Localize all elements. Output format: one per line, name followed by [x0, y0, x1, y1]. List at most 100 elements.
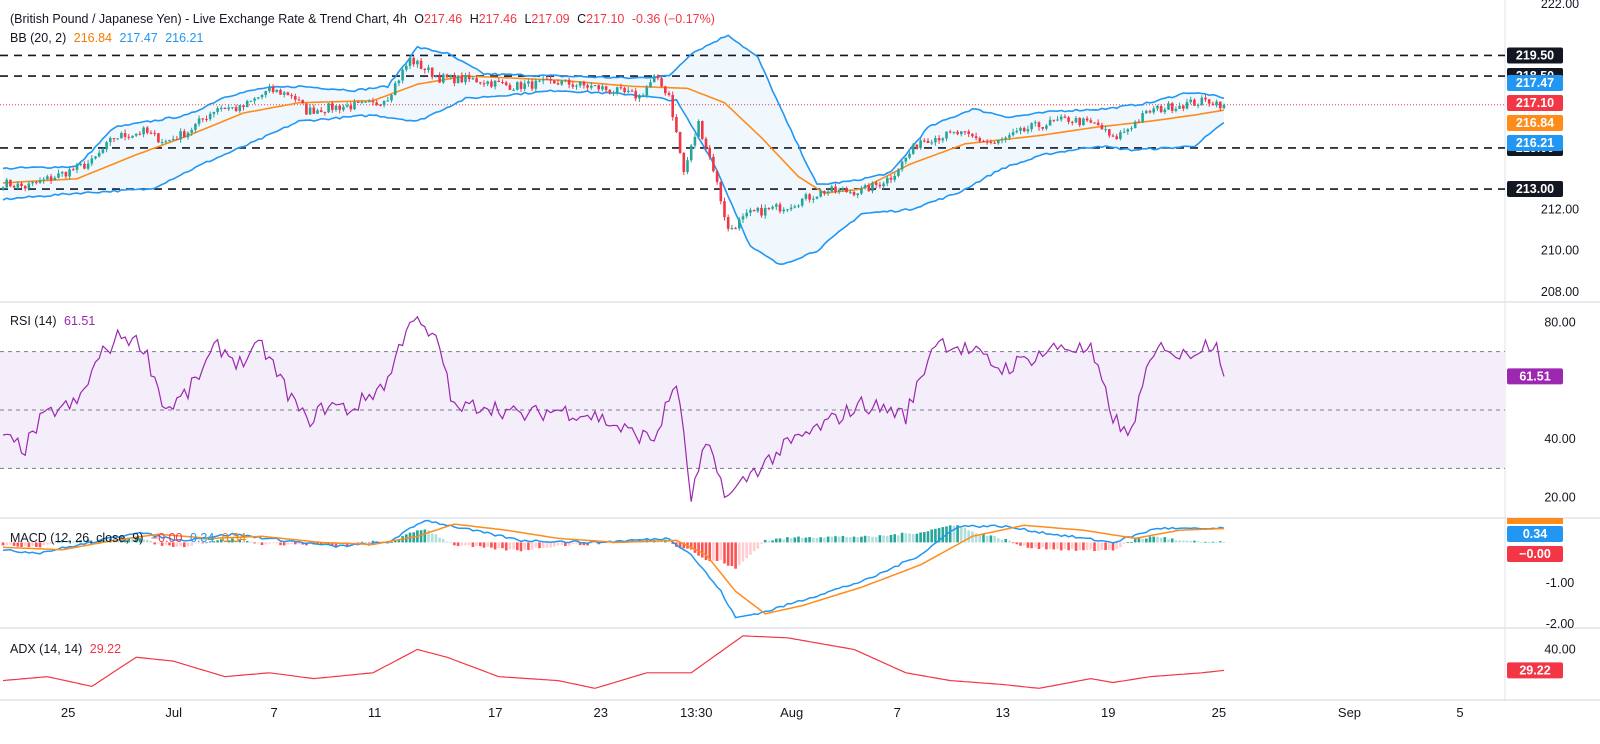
macd-hist-bar: [756, 542, 760, 549]
candle: [708, 145, 711, 160]
time-tick-19: 19: [1101, 705, 1115, 720]
candle-body: [1189, 99, 1192, 103]
macd-hist-bar: [75, 540, 79, 543]
macd-hist-bar: [120, 539, 123, 543]
candle: [442, 72, 445, 84]
candle: [789, 204, 793, 212]
macd-hist-bar: [164, 542, 168, 545]
candle: [5, 177, 8, 190]
candle: [138, 131, 142, 136]
candle-body: [730, 228, 734, 230]
macd-hist-bar: [1119, 542, 1122, 548]
candle-body: [164, 141, 168, 143]
candle: [601, 84, 604, 92]
candle: [571, 81, 575, 89]
candle: [564, 79, 567, 83]
candle-body: [175, 139, 179, 141]
candle: [963, 130, 967, 136]
macd-hist-bar: [786, 537, 789, 543]
candle-body: [168, 139, 171, 142]
macd-hist-bar: [186, 542, 190, 547]
macd-hist-bar: [900, 532, 904, 543]
candle: [948, 129, 952, 134]
candle: [183, 128, 186, 138]
candle-body: [127, 136, 131, 138]
candle: [530, 78, 534, 92]
macd-hist-bar: [534, 542, 538, 548]
candle: [375, 99, 378, 106]
macd-hist-bar: [1196, 541, 1200, 543]
candle-body: [971, 133, 974, 137]
macd-value-tag-bg: [1507, 526, 1563, 542]
macd-hist-bar: [279, 542, 282, 546]
macd-hist-bar: [157, 542, 160, 544]
high-label: H: [469, 12, 479, 26]
macd-hist-bar: [1045, 542, 1048, 550]
macd-hist-bar: [893, 534, 896, 543]
rsi-tick: 20.00: [1544, 491, 1575, 505]
candle: [956, 130, 959, 136]
candle-body: [72, 169, 75, 171]
candle-body: [479, 82, 482, 84]
macd-hist-bar: [849, 537, 852, 543]
candle-body: [726, 217, 730, 229]
macd-hist-bar: [997, 538, 1000, 543]
candle: [501, 79, 504, 85]
bb-legend[interactable]: BB (20, 2) 216.84 217.47 216.21: [10, 31, 207, 45]
candle: [960, 131, 963, 137]
macd-hist-bar: [1159, 537, 1163, 543]
macd-hist-bar: [1015, 542, 1019, 545]
price-tick: 210.00: [1541, 244, 1579, 258]
candle-body: [763, 208, 767, 216]
time-tick-25: 25: [1212, 705, 1226, 720]
candle: [786, 208, 789, 213]
candle: [793, 204, 797, 209]
rsi-legend[interactable]: RSI (14) 61.51: [10, 314, 99, 328]
macd-hist-bar: [86, 539, 90, 543]
candle-body: [1048, 119, 1052, 126]
candle-body: [919, 140, 922, 149]
adx-legend[interactable]: ADX (14, 14) 29.22: [10, 642, 125, 656]
macd-hist-bar: [1219, 541, 1222, 543]
candle-body: [723, 201, 726, 218]
candle-body: [908, 153, 911, 158]
candle: [934, 135, 937, 146]
macd-hist-bar: [268, 542, 271, 544]
macd-hist-bar: [1004, 538, 1007, 543]
macd-hist-bar: [460, 542, 464, 546]
candle-body: [734, 228, 737, 230]
candle: [412, 56, 415, 67]
candle: [871, 181, 874, 194]
candle: [527, 78, 530, 87]
candle: [767, 207, 771, 211]
candle: [556, 79, 560, 86]
candle-body: [94, 156, 97, 159]
candle-body: [660, 78, 663, 87]
candle: [697, 119, 700, 140]
candle: [945, 131, 948, 142]
candle: [16, 181, 20, 191]
macd-hist-bar: [142, 539, 145, 543]
macd-hist-bar: [83, 540, 86, 543]
candle: [908, 151, 911, 160]
candle: [27, 180, 31, 191]
candle-body: [985, 141, 989, 143]
candle: [1041, 126, 1044, 131]
candle-body: [1085, 118, 1089, 121]
macd-legend[interactable]: MACD (12, 26, close, 9) −0.00 0.34 0.34: [10, 531, 250, 545]
candle: [741, 213, 745, 223]
candle-body: [1000, 139, 1004, 141]
candle-body: [1004, 137, 1007, 140]
macd-hist-bar: [704, 542, 708, 561]
candle-body: [604, 86, 608, 90]
candle: [638, 93, 641, 103]
candle: [1071, 120, 1074, 126]
macd-hist-bar: [1141, 538, 1144, 543]
candle: [619, 83, 623, 90]
macd-signal-line: [2, 523, 1225, 615]
candle-body: [1071, 121, 1074, 123]
rsi-value-tag: 61.51: [1519, 369, 1550, 383]
candle-body: [1174, 108, 1178, 111]
bb-lower-value: 216.21: [165, 31, 204, 45]
